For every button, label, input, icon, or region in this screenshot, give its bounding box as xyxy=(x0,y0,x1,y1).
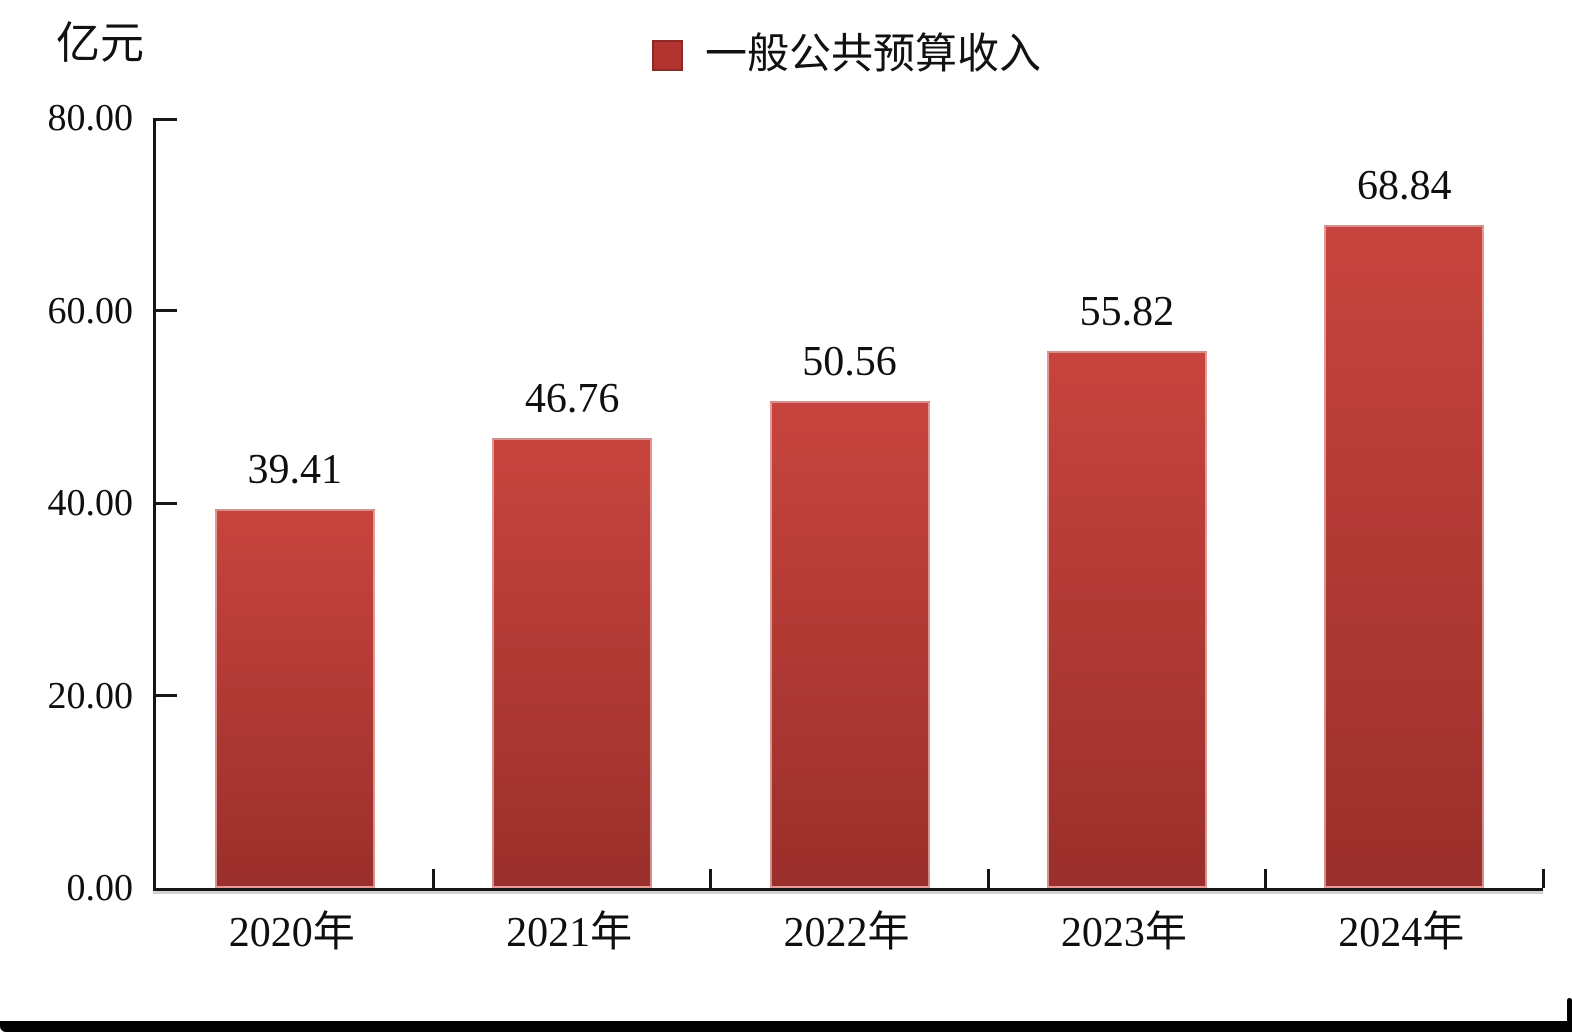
bar-value-label: 46.76 xyxy=(524,375,620,422)
x-axis-tick xyxy=(1264,869,1268,888)
x-axis-category-label: 2021年 xyxy=(506,910,633,956)
y-axis-tick-label: 0.00 xyxy=(66,867,134,909)
bar-2021年 xyxy=(492,437,653,888)
bar-value-label: 50.56 xyxy=(802,339,897,386)
bar-2024年 xyxy=(1324,225,1485,888)
y-axis-tick xyxy=(156,501,177,505)
bar-value-label: 68.84 xyxy=(1357,163,1452,210)
legend-marker-swatch xyxy=(652,39,683,71)
y-axis-tick-label: 80.00 xyxy=(47,97,134,139)
image-bottom-frame xyxy=(0,1021,1572,1032)
y-axis-tick-label: 20.00 xyxy=(47,674,134,717)
y-axis-tick xyxy=(156,694,177,697)
x-axis-tick xyxy=(1541,869,1545,888)
y-axis-tick xyxy=(156,309,177,312)
x-axis-category-label: 2023年 xyxy=(1060,910,1187,956)
legend-series-label: 一般公共预算收入 xyxy=(705,32,1042,78)
bar-2020年 xyxy=(214,508,375,888)
y-axis-tick-label: 40.00 xyxy=(47,482,134,524)
bar-2022年 xyxy=(769,401,930,888)
x-axis-category-label: 2024年 xyxy=(1338,910,1465,956)
bar-value-label: 55.82 xyxy=(1079,288,1175,335)
x-axis-category-label: 2022年 xyxy=(783,910,910,956)
y-axis-unit-label: 亿元 xyxy=(56,19,144,68)
x-axis-tick xyxy=(709,869,713,888)
y-axis-tick-label: 60.00 xyxy=(47,289,134,332)
y-axis-tick xyxy=(156,118,177,121)
plot-area: 39.41 46.76 50.56 55.82 68.84 xyxy=(153,118,1545,891)
x-axis-tick xyxy=(986,869,990,888)
bar-value-label: 39.41 xyxy=(247,446,342,493)
x-axis-tick xyxy=(431,869,435,888)
x-axis-category-label: 2020年 xyxy=(228,910,355,956)
legend: 一般公共预算收入 xyxy=(652,32,1041,78)
image-right-frame xyxy=(1567,998,1572,1032)
bar-2023年 xyxy=(1046,350,1207,888)
